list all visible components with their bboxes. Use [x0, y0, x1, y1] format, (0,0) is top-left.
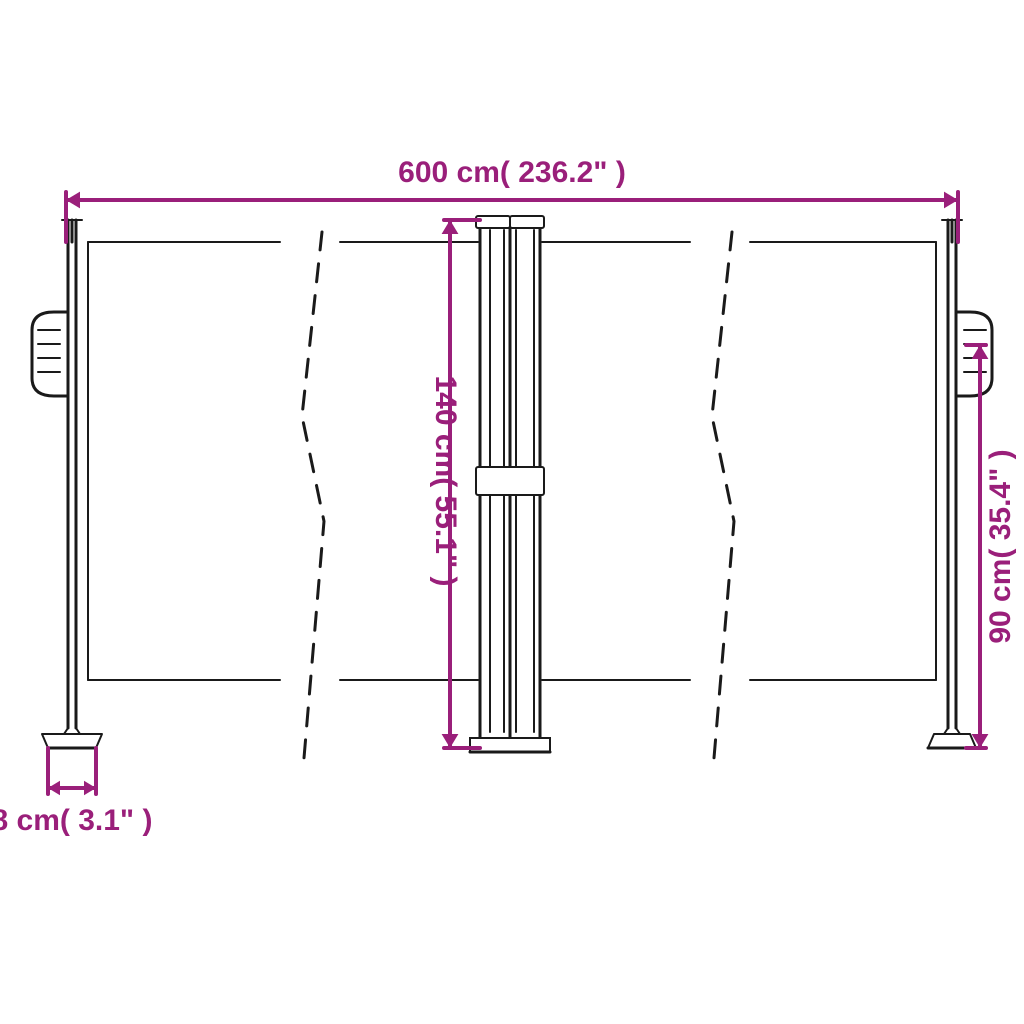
dimension-height-center-label: 140 cm( 55.1" ) — [429, 375, 462, 586]
product-outline — [32, 216, 992, 758]
dimension-diagram: 600 cm( 236.2" ) 140 cm( 55.1" ) 90 cm( 35… — [0, 0, 1024, 1024]
dimension-height-right-label: 90 cm( 35.4" ) — [984, 449, 1017, 643]
dimension-base-label: 8 cm( 3.1" ) — [0, 804, 152, 837]
dimension-width-label: 600 cm( 236.2" ) — [398, 156, 626, 189]
